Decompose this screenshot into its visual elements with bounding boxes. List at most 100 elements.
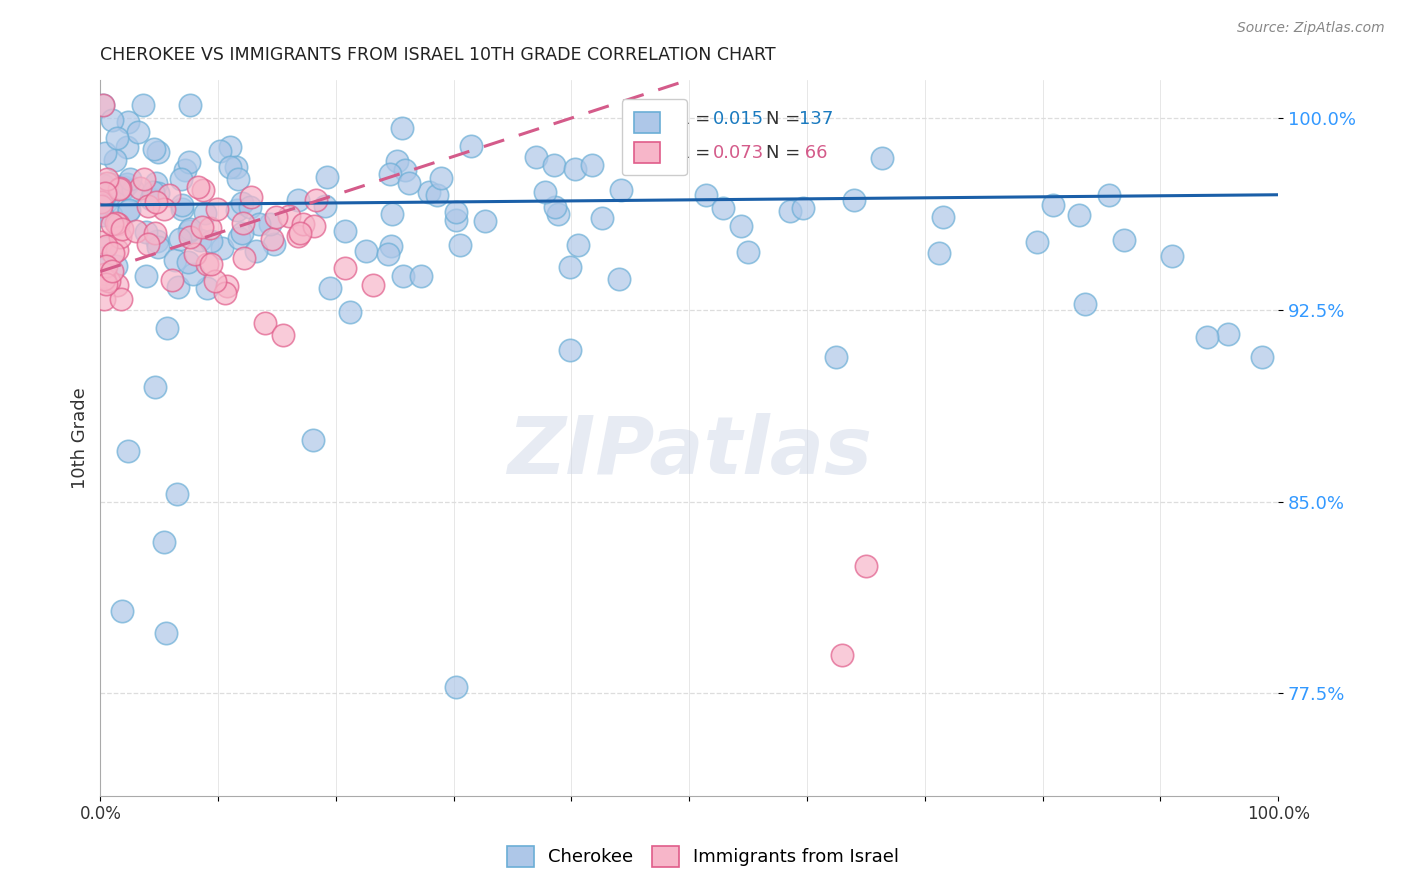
Point — [190, 219, 212, 234]
Point — [96, 176, 118, 190]
Point — [120, 172, 142, 186]
Point — [287, 228, 309, 243]
Point — [195, 280, 218, 294]
Point — [314, 199, 336, 213]
Point — [547, 207, 569, 221]
Text: R =: R = — [678, 111, 717, 128]
Point — [460, 138, 482, 153]
Point — [94, 194, 117, 209]
Point — [695, 188, 717, 202]
Point — [426, 188, 449, 202]
Point — [524, 150, 547, 164]
Point — [94, 188, 117, 202]
Point — [96, 277, 118, 292]
Point — [143, 380, 166, 394]
Point — [93, 98, 115, 112]
Point — [153, 535, 176, 549]
Point — [146, 186, 169, 200]
Point — [398, 176, 420, 190]
Point — [449, 237, 471, 252]
Point — [302, 433, 325, 447]
Point — [1216, 326, 1239, 341]
Point — [194, 206, 217, 220]
Text: 66: 66 — [799, 145, 827, 162]
Point — [1042, 198, 1064, 212]
Point — [145, 195, 167, 210]
Point — [101, 264, 124, 278]
Point — [156, 320, 179, 334]
Point — [474, 214, 496, 228]
Text: N =: N = — [766, 111, 806, 128]
Point — [361, 277, 384, 292]
Point — [124, 224, 146, 238]
Point — [94, 259, 117, 273]
Point — [179, 230, 201, 244]
Point — [259, 217, 281, 231]
Point — [97, 189, 120, 203]
Point — [107, 277, 129, 292]
Point — [112, 182, 135, 196]
Point — [108, 181, 131, 195]
Point — [91, 98, 114, 112]
Point — [166, 487, 188, 501]
Point — [135, 269, 157, 284]
Point — [870, 151, 893, 165]
Point — [135, 225, 157, 239]
Point — [387, 153, 409, 168]
Point — [226, 172, 249, 186]
Point — [380, 238, 402, 252]
Point — [429, 171, 451, 186]
Y-axis label: 10th Grade: 10th Grade — [72, 387, 89, 489]
Point — [160, 273, 183, 287]
Point — [179, 221, 201, 235]
Point — [214, 285, 236, 300]
Point — [288, 226, 311, 240]
Point — [98, 274, 121, 288]
Point — [101, 246, 124, 260]
Point — [115, 177, 138, 191]
Point — [105, 244, 128, 258]
Point — [239, 200, 262, 214]
Point — [122, 183, 145, 197]
Point — [132, 171, 155, 186]
Point — [93, 272, 115, 286]
Point — [177, 255, 200, 269]
Point — [446, 680, 468, 694]
Point — [170, 198, 193, 212]
Point — [409, 268, 432, 283]
Point — [339, 305, 361, 319]
Point — [90, 199, 112, 213]
Point — [333, 225, 356, 239]
Point — [209, 144, 232, 158]
Point — [779, 203, 801, 218]
Text: R =: R = — [678, 145, 717, 162]
Point — [211, 242, 233, 256]
Point — [204, 274, 226, 288]
Point — [277, 209, 299, 223]
Point — [105, 130, 128, 145]
Point — [93, 293, 115, 307]
Point — [198, 220, 221, 235]
Point — [263, 236, 285, 251]
Point — [225, 161, 247, 175]
Point — [315, 169, 337, 184]
Point — [118, 202, 141, 217]
Point — [730, 219, 752, 234]
Point — [713, 201, 735, 215]
Point — [333, 260, 356, 275]
Point — [226, 202, 249, 217]
Point — [90, 195, 112, 210]
Point — [111, 604, 134, 618]
Point — [90, 252, 112, 266]
Point — [231, 196, 253, 211]
Point — [179, 98, 201, 112]
Point — [90, 235, 112, 250]
Point — [232, 216, 254, 230]
Text: ZIPatlas: ZIPatlas — [506, 413, 872, 491]
Point — [564, 162, 586, 177]
Point — [581, 157, 603, 171]
Point — [104, 153, 127, 167]
Point — [932, 210, 955, 224]
Point — [842, 193, 865, 207]
Point — [381, 207, 404, 221]
